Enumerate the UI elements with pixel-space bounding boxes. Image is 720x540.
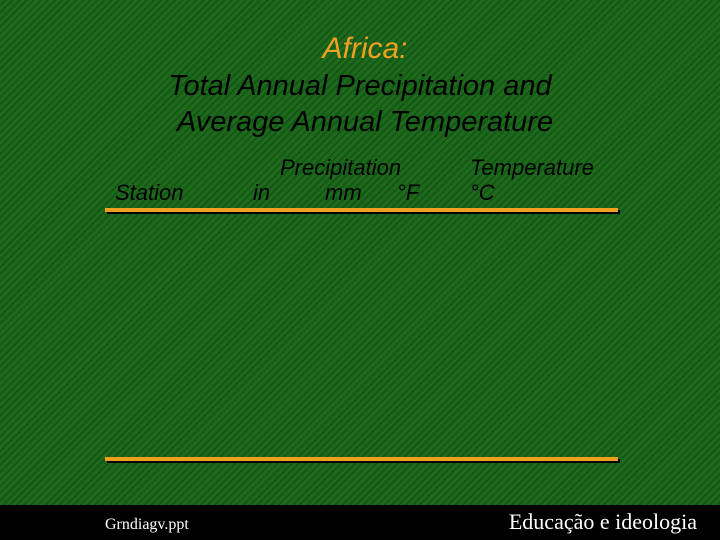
footer-brand: Educação e ideologia [508,509,697,534]
unit-label: °C [470,180,495,205]
unit-label: in [253,180,271,205]
subtitle-line: Average Annual Temperature [176,106,554,138]
title: Africa: [322,32,408,65]
footer-file: Grndiagv.ppt [105,516,189,533]
unit-label: °F [397,180,420,205]
column-header: Precipitation [280,155,402,180]
table-rule [105,457,618,461]
footer-bar [0,505,720,540]
subtitle-line: Total Annual Precipitation and [168,70,552,102]
table-rule [105,208,618,212]
unit-label: mm [325,180,362,205]
column-header: Station [115,180,184,205]
column-header: Temperature [470,155,594,180]
